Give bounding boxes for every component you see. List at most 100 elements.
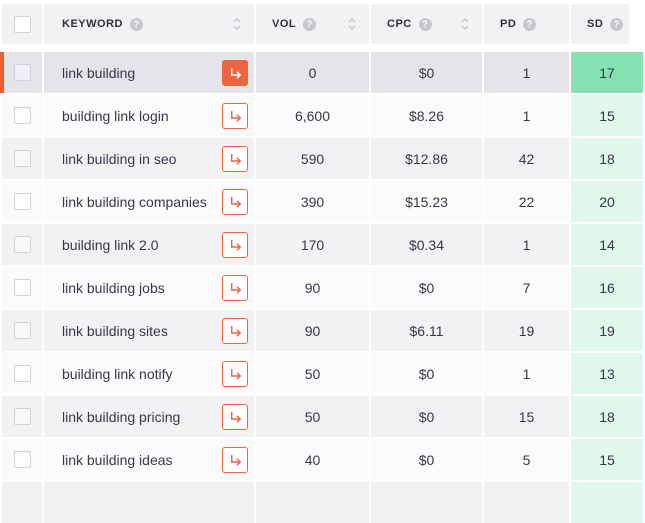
row-checkbox-cell	[2, 353, 42, 394]
table-row[interactable]: link building pricing 50 $0 15 18	[2, 396, 645, 437]
open-keyword-button[interactable]	[222, 231, 248, 258]
help-icon[interactable]: ?	[129, 17, 143, 31]
cpc-cell: $0	[371, 353, 482, 394]
row-checkbox-cell	[2, 310, 42, 351]
open-keyword-button[interactable]	[222, 403, 248, 430]
row-checkbox[interactable]	[13, 279, 31, 296]
row-checkbox[interactable]	[13, 408, 31, 425]
keyword-label: link building companies	[62, 193, 207, 210]
table-row[interactable]: link building sites 90 $6.11 19 19	[2, 310, 645, 351]
table-row[interactable]: link building jobs 90 $0 7 16	[2, 267, 645, 308]
keyword-cell[interactable]: building link notify	[44, 353, 254, 394]
select-all-checkbox[interactable]	[13, 15, 31, 33]
vol-cell: 6,600	[256, 95, 369, 136]
header-cpc[interactable]: CPC ?	[371, 4, 482, 44]
help-icon[interactable]: ?	[303, 17, 317, 31]
open-keyword-button[interactable]	[222, 446, 248, 473]
table-row[interactable]: link building in seo 590 $12.86 42 18	[2, 138, 645, 179]
keyword-cell[interactable]: link building jobs	[44, 267, 254, 308]
open-keyword-button[interactable]	[222, 274, 248, 301]
sd-cell: 18	[571, 396, 643, 437]
help-icon[interactable]: ?	[610, 17, 624, 31]
cpc-cell: $12.86	[371, 138, 482, 179]
table-row[interactable]: building link notify 50 $0 1 13	[2, 353, 645, 394]
keyword-cell[interactable]: building link 2.0	[44, 224, 254, 265]
open-keyword-button[interactable]	[222, 59, 248, 86]
vol-cell: 170	[256, 224, 369, 265]
table-row[interactable]: link building companies 390 $15.23 22 20	[2, 181, 645, 222]
table-row[interactable]: link building 0 $0 1 17	[0, 52, 645, 93]
row-checkbox[interactable]	[13, 64, 31, 81]
row-checkbox[interactable]	[13, 107, 31, 124]
keyword-label: link building in seo	[62, 150, 177, 167]
keyword-cell[interactable]: link building sites	[44, 310, 254, 351]
keyword-cell[interactable]: link building pricing	[44, 396, 254, 437]
open-keyword-arrow-icon	[230, 196, 242, 208]
table-row[interactable]: building link 2.0 170 $0.34 1 14	[2, 224, 645, 265]
open-keyword-arrow-icon	[230, 411, 242, 423]
sd-cell: 18	[571, 138, 643, 179]
open-keyword-arrow-icon	[230, 239, 242, 251]
sort-icon[interactable]	[347, 16, 357, 32]
open-keyword-button[interactable]	[222, 145, 248, 172]
row-checkbox[interactable]	[13, 193, 31, 210]
vol-cell: 90	[256, 267, 369, 308]
header-vol-label: VOL	[272, 18, 297, 30]
row-checkbox-cell	[2, 138, 42, 179]
pd-cell: 1	[484, 52, 569, 93]
sort-icon[interactable]	[232, 16, 242, 32]
header-vol[interactable]: VOL ?	[256, 4, 369, 44]
table-body: link building 0 $0 1 17 building link lo…	[0, 52, 645, 480]
sd-cell: 15	[571, 439, 643, 480]
pd-cell: 7	[484, 267, 569, 308]
row-checkbox[interactable]	[13, 365, 31, 382]
pd-cell: 1	[484, 95, 569, 136]
pd-cell: 42	[484, 138, 569, 179]
keyword-label: link building pricing	[62, 408, 181, 425]
header-checkbox-cell	[2, 4, 42, 44]
keyword-cell[interactable]: link building companies	[44, 181, 254, 222]
row-checkbox[interactable]	[13, 322, 31, 339]
table-row[interactable]: link building ideas 40 $0 5 15	[2, 439, 645, 480]
row-checkbox[interactable]	[13, 236, 31, 253]
sort-icon[interactable]	[460, 16, 470, 32]
header-pd: PD ?	[484, 4, 569, 44]
help-icon[interactable]: ?	[418, 17, 432, 31]
open-keyword-arrow-icon	[230, 282, 242, 294]
cpc-cell: $8.26	[371, 95, 482, 136]
open-keyword-button[interactable]	[222, 317, 248, 344]
row-checkbox[interactable]	[13, 150, 31, 167]
keyword-cell[interactable]: link building	[44, 52, 254, 93]
open-keyword-arrow-icon	[230, 454, 242, 466]
cpc-cell: $0	[371, 439, 482, 480]
keyword-cell[interactable]: link building ideas	[44, 439, 254, 480]
vol-cell: 50	[256, 353, 369, 394]
sd-cell: 13	[571, 353, 643, 394]
table-row[interactable]: building link login 6,600 $8.26 1 15	[2, 95, 645, 136]
pd-cell: 22	[484, 181, 569, 222]
open-keyword-button[interactable]	[222, 360, 248, 387]
vol-cell: 90	[256, 310, 369, 351]
open-keyword-arrow-icon	[230, 153, 242, 165]
keyword-cell[interactable]: link building in seo	[44, 138, 254, 179]
header-keyword[interactable]: KEYWORD ?	[44, 4, 254, 44]
keyword-label: building link notify	[62, 365, 173, 382]
pd-cell: 15	[484, 396, 569, 437]
open-keyword-button[interactable]	[222, 102, 248, 129]
row-checkbox-cell	[2, 52, 42, 93]
vol-cell: 390	[256, 181, 369, 222]
keyword-label: link building sites	[62, 322, 168, 339]
row-checkbox[interactable]	[13, 451, 31, 468]
cpc-cell: $0	[371, 267, 482, 308]
keyword-label: building link login	[62, 107, 169, 124]
open-keyword-arrow-icon	[230, 368, 242, 380]
open-keyword-button[interactable]	[222, 188, 248, 215]
help-icon[interactable]: ?	[523, 17, 537, 31]
sd-cell: 17	[571, 52, 643, 93]
keyword-cell[interactable]: building link login	[44, 95, 254, 136]
keyword-label: link building ideas	[62, 451, 173, 468]
row-checkbox-cell	[2, 224, 42, 265]
keyword-label: building link 2.0	[62, 236, 159, 253]
open-keyword-arrow-icon	[230, 325, 242, 337]
